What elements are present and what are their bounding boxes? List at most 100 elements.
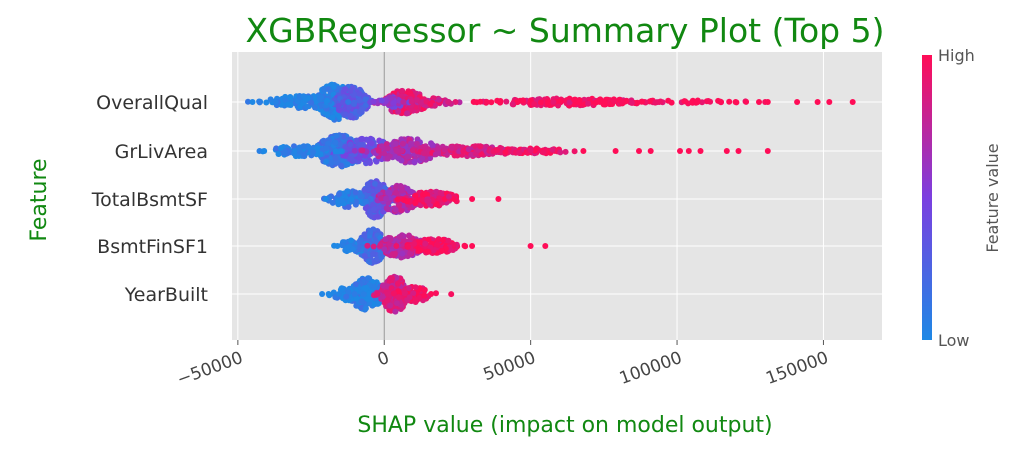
- shap-point: [347, 88, 354, 94]
- shap-point: [456, 148, 463, 155]
- x-tick-labels: −50000 0 50000 100000 150000: [175, 340, 831, 390]
- shap-point: [421, 292, 428, 299]
- shap-point: [404, 153, 411, 160]
- shap-point: [594, 98, 601, 105]
- shap-point: [414, 97, 421, 103]
- shap-point: [580, 148, 587, 154]
- shap-point: [361, 253, 368, 259]
- shap-point: [718, 99, 724, 105]
- shap-point: [392, 206, 399, 213]
- shap-point: [378, 195, 385, 202]
- shap-point: [412, 192, 419, 199]
- shap-point: [347, 141, 354, 148]
- shap-point: [372, 180, 378, 187]
- shap-point: [531, 101, 538, 108]
- x-tick-label-2: 50000: [481, 348, 539, 385]
- shap-point: [340, 99, 347, 106]
- shap-point: [396, 233, 403, 240]
- shap-point: [333, 132, 340, 139]
- shap-point: [245, 98, 251, 105]
- data-points: [245, 81, 856, 315]
- shap-point: [338, 148, 344, 155]
- shap-point: [275, 151, 282, 157]
- shap-point: [612, 148, 619, 154]
- y-axis-title: Feature: [27, 158, 52, 241]
- shap-point: [329, 114, 336, 121]
- shap-point: [272, 99, 279, 105]
- shap-point: [377, 182, 384, 189]
- shap-point: [392, 308, 399, 315]
- shap-point: [370, 98, 377, 105]
- shap-point: [448, 144, 455, 151]
- shap-point: [384, 297, 391, 303]
- shap-point: [392, 140, 399, 147]
- shap-point: [394, 196, 401, 203]
- shap-point: [743, 98, 750, 105]
- shap-point: [390, 290, 397, 297]
- shap-point: [420, 150, 427, 157]
- shap-point: [367, 229, 374, 236]
- shap-point: [494, 147, 501, 153]
- shap-point: [445, 193, 452, 200]
- shap-point: [726, 98, 733, 105]
- shap-point: [404, 185, 411, 192]
- shap-point: [378, 143, 385, 150]
- shap-point: [413, 140, 420, 147]
- shap-point: [287, 94, 294, 101]
- shap-point: [273, 145, 280, 152]
- shap-point: [412, 284, 419, 291]
- shap-point: [509, 101, 516, 108]
- shap-point: [365, 296, 372, 303]
- shap-point: [389, 275, 395, 282]
- shap-point: [359, 147, 366, 154]
- shap-point: [469, 243, 476, 249]
- shap-point: [419, 155, 426, 162]
- shap-point: [352, 189, 359, 196]
- x-tick-label-1: 0: [375, 348, 392, 370]
- shap-point: [406, 285, 412, 292]
- shap-point: [412, 296, 419, 303]
- shap-point: [471, 98, 478, 105]
- shap-point: [699, 99, 706, 106]
- shap-point: [381, 150, 388, 157]
- shap-point: [394, 300, 400, 307]
- shap-point: [764, 148, 771, 154]
- shap-point: [405, 149, 412, 156]
- shap-point: [399, 187, 406, 194]
- colorbar-low-label: Low: [938, 331, 970, 350]
- shap-point: [408, 140, 414, 147]
- shap-point: [437, 189, 444, 196]
- feature-label-0: OverallQual: [96, 92, 208, 114]
- shap-point: [549, 146, 556, 153]
- shap-point: [677, 148, 683, 154]
- shap-point: [417, 247, 424, 254]
- shap-point: [328, 159, 335, 166]
- shap-point: [419, 99, 425, 106]
- shap-point: [370, 206, 377, 213]
- shap-point: [325, 291, 332, 297]
- shap-point: [469, 196, 476, 202]
- shap-point: [330, 289, 337, 296]
- shap-point: [571, 96, 578, 103]
- shap-point: [359, 193, 365, 200]
- shap-point: [380, 293, 387, 300]
- colorbar: [922, 55, 932, 340]
- shap-point: [445, 237, 452, 244]
- shap-point: [826, 99, 833, 105]
- shap-point: [516, 149, 523, 156]
- shap-point: [281, 148, 288, 155]
- shap-point: [346, 103, 352, 110]
- shap-point: [435, 236, 442, 243]
- shap-point: [378, 97, 385, 104]
- shap-point: [335, 102, 342, 109]
- shap-point: [384, 291, 391, 298]
- shap-point: [465, 146, 472, 153]
- shap-point: [401, 290, 408, 297]
- shap-point: [318, 94, 325, 101]
- shap-point: [387, 236, 394, 243]
- shap-point: [378, 254, 385, 261]
- feature-label-1: GrLivArea: [115, 141, 208, 163]
- shap-point: [601, 99, 608, 106]
- feature-label-2: TotalBsmtSF: [91, 189, 208, 211]
- shap-point: [362, 96, 369, 103]
